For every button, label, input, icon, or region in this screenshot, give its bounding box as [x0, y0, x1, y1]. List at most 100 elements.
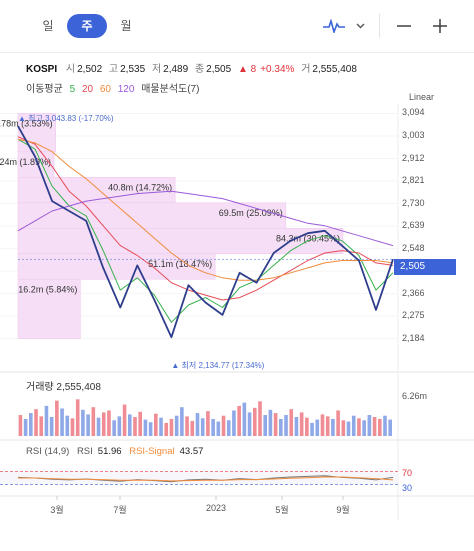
y-tick-label: 2,639 — [402, 220, 425, 231]
volume-bar — [60, 408, 64, 436]
volume-bar — [96, 417, 101, 436]
volume-y-tick: 6.26m — [402, 391, 428, 401]
y-tick-label: 2,548 — [402, 242, 425, 253]
low-label: 저 — [151, 64, 162, 75]
x-tick-label: 2023 — [205, 503, 227, 513]
volume-bar — [127, 414, 132, 436]
moving-average-legend[interactable]: 이동평균 5 20 60 120 매물분석도(7) — [26, 80, 203, 95]
plus-icon[interactable] — [428, 12, 452, 40]
volume-bar — [200, 418, 205, 436]
x-tick-label: 5월 — [275, 505, 289, 515]
volume-bar — [336, 410, 340, 436]
toolbar-bottom-border — [0, 52, 474, 53]
volume-profile-label: 69.5m (25.09%) — [219, 208, 283, 218]
volume-bar — [320, 414, 325, 436]
y-tick-label: 3,094 — [402, 107, 425, 118]
scale-mode-label[interactable]: Linear — [408, 92, 434, 102]
y-tick-label: 2,730 — [402, 197, 425, 208]
volume-bar — [23, 418, 28, 436]
volume-bar — [154, 413, 158, 436]
ma-60-label: 60 — [99, 84, 111, 95]
ma-5-line — [17, 138, 394, 323]
rsi-tick-70: 70 — [402, 468, 413, 478]
volume-bar — [357, 418, 361, 436]
ma-120-label: 120 — [117, 84, 135, 95]
high-annotation: ▲ 최고 3,043.83 (-17.70%) — [18, 113, 114, 123]
rsi-signal-label: RSI-Signal — [129, 446, 175, 457]
volume-current: 2,555,408 — [56, 382, 101, 393]
volume-bar — [133, 417, 137, 436]
volume-profile-label: 16.2m (5.84%) — [18, 284, 77, 294]
volume-bar — [216, 421, 221, 436]
volume-bar — [70, 418, 75, 436]
toolbar: 일 주 월 — [0, 0, 474, 52]
volume-profile-bar — [17, 278, 81, 339]
x-tick-label: 3월 — [50, 505, 64, 515]
volume-bar — [211, 418, 215, 436]
tab-month[interactable]: 월 — [120, 19, 132, 33]
rsi-signal-value: 43.57 — [179, 446, 204, 457]
volume-value: 2,555,408 — [312, 64, 357, 75]
volume-bar — [195, 413, 200, 436]
volume-legend: 거래량 2,555,408 — [26, 378, 101, 393]
high-label: 고 — [108, 64, 119, 75]
price-line-group — [17, 125, 394, 339]
volume-bar — [299, 412, 304, 436]
volume-bar — [226, 420, 231, 436]
tab-day[interactable]: 일 — [42, 19, 54, 33]
low-value: 2,489 — [163, 64, 189, 75]
rsi-value: 51.96 — [97, 446, 122, 457]
volume-bar — [221, 415, 226, 436]
volume-bar — [258, 401, 262, 436]
rsi-tick-30: 30 — [402, 483, 413, 493]
volume-bar — [305, 417, 309, 436]
volume-bar — [372, 417, 377, 436]
tab-week[interactable]: 주 — [67, 14, 107, 38]
volume-bar — [180, 407, 184, 436]
volume-title: 거래량 — [26, 382, 54, 393]
volume-bar — [273, 413, 278, 436]
rsi-legend: RSI (14,9) RSI 51.96 RSI-Signal 43.57 — [26, 446, 208, 457]
volume-bar — [377, 418, 382, 436]
change-percent: +0.34% — [260, 64, 295, 75]
volume-bar — [279, 418, 283, 436]
volume-bar — [315, 419, 320, 436]
volume-bar — [341, 420, 346, 436]
volume-bar — [263, 415, 267, 436]
ma-20-label: 20 — [81, 84, 94, 95]
volume-bar — [242, 402, 247, 436]
volume-bar — [112, 420, 116, 436]
volume-bar — [86, 414, 90, 436]
chevron-down-icon[interactable] — [350, 12, 370, 40]
low-annotation: ▲ 최저 2,134.77 (17.34%) — [171, 360, 264, 370]
volume-bar — [148, 422, 153, 436]
rsi-panel — [0, 471, 398, 485]
volume-bar — [143, 419, 148, 436]
ma-20-line — [17, 136, 394, 301]
x-tick-label: 7월 — [113, 505, 127, 515]
rsi-band — [0, 471, 398, 485]
volume-bar — [138, 411, 142, 436]
line-chart-icon[interactable] — [318, 12, 350, 40]
volume-bars — [18, 399, 392, 436]
volume-bar — [29, 413, 33, 436]
volume-profile-label: 9.78m (3.53%) — [0, 118, 53, 128]
volume-bar — [75, 399, 80, 436]
volume-bar — [237, 405, 241, 436]
volume-bar — [252, 407, 257, 436]
volume-bar — [49, 417, 54, 436]
volume-bar — [383, 415, 387, 436]
volume-profile-label: 51.1m (18.47%) — [148, 259, 212, 269]
volume-bar — [294, 417, 299, 436]
volume-bar — [206, 411, 210, 436]
volume-profile-bar — [17, 113, 56, 153]
volume-bar — [325, 416, 330, 436]
rsi-params: RSI (14,9) — [26, 446, 70, 457]
close-value: 2,505 — [206, 64, 232, 75]
ma-5-label: 5 — [69, 84, 76, 95]
volume-bar — [362, 420, 366, 436]
minus-icon[interactable] — [392, 12, 416, 40]
current-price-badge: 2,505 — [394, 259, 456, 275]
toolbar-divider — [379, 14, 380, 38]
